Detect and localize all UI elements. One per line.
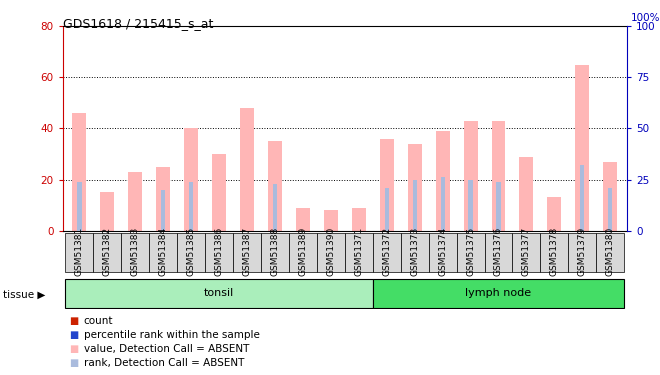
Bar	[161, 190, 166, 231]
Bar	[352, 208, 366, 231]
Text: GSM51384: GSM51384	[159, 227, 168, 276]
Bar	[317, 233, 345, 272]
Bar	[457, 233, 484, 272]
Text: GSM51371: GSM51371	[354, 227, 363, 276]
Text: ■: ■	[69, 316, 79, 326]
Bar	[65, 233, 94, 272]
Bar	[77, 182, 82, 231]
Bar	[596, 233, 624, 272]
Bar	[289, 233, 317, 272]
Bar	[273, 184, 277, 231]
Bar	[385, 188, 389, 231]
Bar	[469, 180, 473, 231]
Bar	[73, 113, 86, 231]
Text: GSM51377: GSM51377	[522, 227, 531, 276]
Text: value, Detection Call = ABSENT: value, Detection Call = ABSENT	[84, 344, 249, 354]
Text: ■: ■	[69, 344, 79, 354]
Bar	[149, 233, 178, 272]
Text: GSM51379: GSM51379	[578, 227, 587, 276]
Bar	[121, 233, 149, 272]
Text: GSM51378: GSM51378	[550, 227, 559, 276]
Bar	[568, 233, 596, 272]
Bar	[345, 233, 373, 272]
Bar	[373, 279, 624, 308]
Bar	[412, 180, 416, 231]
Text: count: count	[84, 316, 114, 326]
Bar	[440, 177, 445, 231]
Text: GSM51373: GSM51373	[410, 227, 419, 276]
Bar	[519, 156, 533, 231]
Bar	[156, 167, 170, 231]
Text: GSM51383: GSM51383	[131, 227, 140, 276]
Bar	[512, 233, 541, 272]
Text: GSM51380: GSM51380	[606, 227, 614, 276]
Text: GSM51390: GSM51390	[327, 227, 335, 276]
Text: rank, Detection Call = ABSENT: rank, Detection Call = ABSENT	[84, 358, 244, 368]
Text: ■: ■	[69, 358, 79, 368]
Bar	[408, 144, 422, 231]
Text: GSM51376: GSM51376	[494, 227, 503, 276]
Bar	[261, 233, 289, 272]
Text: tissue ▶: tissue ▶	[3, 290, 46, 299]
Bar	[496, 182, 500, 231]
Bar	[603, 162, 617, 231]
Bar	[233, 233, 261, 272]
Text: GSM51372: GSM51372	[382, 227, 391, 276]
Bar	[547, 197, 562, 231]
Bar	[401, 233, 428, 272]
Bar	[580, 165, 584, 231]
Bar	[436, 131, 449, 231]
Text: GSM51381: GSM51381	[75, 227, 84, 276]
Text: 100%: 100%	[631, 13, 660, 24]
Bar	[608, 188, 612, 231]
Bar	[324, 210, 338, 231]
Bar	[178, 233, 205, 272]
Text: GDS1618 / 215415_s_at: GDS1618 / 215415_s_at	[63, 17, 213, 30]
Bar	[189, 182, 193, 231]
Text: GSM51389: GSM51389	[298, 227, 308, 276]
Bar	[240, 108, 254, 231]
Bar	[184, 128, 198, 231]
Text: GSM51385: GSM51385	[187, 227, 196, 276]
Bar	[484, 233, 512, 272]
Bar	[128, 172, 143, 231]
Text: GSM51387: GSM51387	[243, 227, 251, 276]
Bar	[268, 141, 282, 231]
Text: GSM51386: GSM51386	[214, 227, 224, 276]
Bar	[463, 121, 478, 231]
Text: tonsil: tonsil	[204, 288, 234, 298]
Text: GSM51375: GSM51375	[466, 227, 475, 276]
Text: GSM51382: GSM51382	[103, 227, 112, 276]
Bar	[379, 139, 394, 231]
Bar	[428, 233, 457, 272]
Bar	[65, 279, 373, 308]
Bar	[94, 233, 121, 272]
Bar	[205, 233, 233, 272]
Bar	[576, 64, 589, 231]
Bar	[212, 154, 226, 231]
Text: ■: ■	[69, 330, 79, 340]
Bar	[492, 121, 506, 231]
Text: lymph node: lymph node	[465, 288, 531, 298]
Bar	[541, 233, 568, 272]
Text: percentile rank within the sample: percentile rank within the sample	[84, 330, 259, 340]
Bar	[296, 208, 310, 231]
Text: GSM51388: GSM51388	[271, 227, 280, 276]
Bar	[100, 192, 114, 231]
Text: GSM51374: GSM51374	[438, 227, 447, 276]
Bar	[373, 233, 401, 272]
